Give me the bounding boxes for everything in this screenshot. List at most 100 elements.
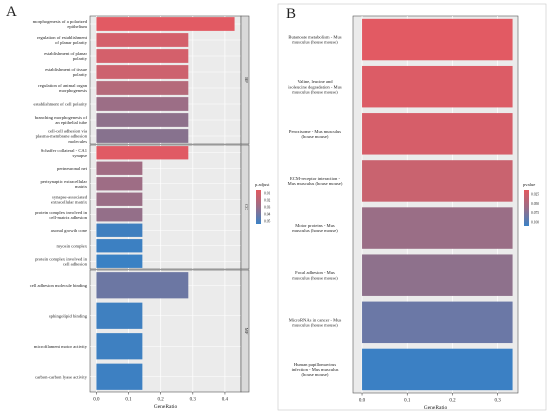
category-label-kegg-2: Valine, leucine and isoleucine degradatio… — [288, 79, 342, 94]
category-label-kegg-1-line: Butanoate metabolism - Mus — [288, 35, 341, 40]
category-label-mf-1: cell adhesion molecule binding — [30, 283, 88, 288]
category-label-bp-1: morphogenesis of a polarized epithelium — [33, 19, 88, 29]
x-axis-label-a: GeneRatio — [154, 404, 178, 410]
bar-mf-2 — [96, 302, 143, 329]
category-label-mf-2: sphingolipid binding — [49, 313, 88, 318]
category-label-kegg-6-line: musculus (house mouse) — [292, 275, 338, 280]
category-label-bp-3-line: establishment of planar — [44, 51, 87, 56]
category-label-cc-3-line: perisynaptic extracellular — [40, 179, 87, 184]
category-label-bp-7: branching morphogenesis of an epithelial … — [35, 115, 88, 125]
category-label-kegg-6: Focal adhesion - Mus musculus (house mous… — [292, 270, 338, 280]
category-label-bp-5: regulation of animal organ morphogenesis — [38, 83, 87, 93]
bar-bp-4 — [96, 65, 189, 79]
category-label-bp-7-line: branching morphogenesis of — [35, 115, 88, 120]
category-label-bp-6-line: establishment of cell polarity — [34, 102, 88, 107]
bar-kegg-5 — [362, 207, 513, 249]
category-label-bp-2: regulation of establishment of planar pol… — [37, 35, 88, 45]
legend-tick-a-5: 0.05 — [264, 220, 270, 224]
category-label-kegg-7-line: MicroRNAs in cancer - Mus — [289, 317, 342, 322]
category-label-cc-8: protein complex involved in cell adhesion — [35, 256, 88, 266]
bar-kegg-2 — [362, 65, 513, 108]
category-label-cc-5-line: protein complex involved in — [35, 210, 88, 215]
category-label-bp-8: cell-cell adhesion via plasma-membrane ad… — [36, 128, 88, 143]
category-label-kegg-7-line: musculus (house mouse) — [292, 322, 338, 327]
bar-kegg-6 — [362, 254, 513, 296]
legend-tick-b-1: 0.025 — [531, 193, 539, 197]
category-label-kegg-5-line: musculus (house mouse) — [292, 228, 338, 233]
category-label-cc-8-line: protein complex involved in — [35, 256, 88, 261]
x-tick-label-a-4: 0.3 — [190, 398, 197, 403]
category-label-cc-4-line: extracellular matrix — [51, 199, 88, 204]
bar-kegg-1 — [362, 18, 513, 61]
bar-mf-3 — [96, 333, 143, 360]
facet-strip-label-cc: CC — [244, 204, 249, 210]
category-label-kegg-2-line: isoleucine degradation - Mus — [288, 84, 342, 89]
bar-bp-8 — [96, 129, 189, 143]
category-label-cc-4-line: synapse-associated — [52, 194, 88, 199]
panel-frame-b — [277, 3, 547, 411]
bar-kegg-7 — [362, 301, 513, 344]
x-tick-label-a-3: 0.2 — [158, 398, 165, 403]
panel-label-a: A — [6, 4, 17, 20]
bar-bp-2 — [96, 33, 189, 47]
facet-strip-label-mf: MF — [244, 328, 249, 335]
legend-tick-b-4: 0.100 — [531, 221, 539, 225]
category-label-bp-4-line: establishment of tissue — [45, 67, 87, 72]
facet-strip-cc — [240, 144, 250, 270]
category-label-kegg-8-line: Human papillomavirus — [294, 362, 336, 367]
category-label-kegg-6-line: Focal adhesion - Mus — [295, 270, 335, 275]
category-label-mf-3: microfilament motor activity — [34, 344, 88, 349]
bar-cc-4 — [96, 192, 143, 206]
legend-colorbar-a — [256, 190, 261, 224]
category-label-bp-1-line: morphogenesis of a polarized — [33, 19, 88, 24]
bar-mf-4 — [96, 363, 143, 390]
category-label-cc-2: perineuronal net — [57, 166, 88, 171]
category-label-bp-6: establishment of cell polarity — [34, 102, 88, 107]
category-label-cc-1-line: synapse — [72, 153, 87, 158]
category-label-bp-1-line: epithelium — [67, 24, 87, 29]
bar-cc-7 — [96, 239, 143, 253]
bar-kegg-3 — [362, 113, 513, 155]
bar-bp-3 — [96, 49, 189, 63]
facet-strip-mf — [240, 269, 250, 393]
facet-strip-bp — [240, 15, 250, 145]
category-label-bp-5-line: morphogenesis — [59, 88, 87, 93]
x-tick-label-a-2: 0.1 — [125, 398, 132, 403]
category-label-kegg-4: ECM-receptor interaction -Mus musculus (… — [288, 176, 343, 186]
category-label-kegg-2-line: Valine, leucine and — [297, 79, 333, 85]
legend-tick-a-2: 0.02 — [264, 199, 270, 203]
x-tick-label-a-5: 0.4 — [222, 398, 229, 403]
category-label-cc-5-line: cell-matrix adhesion — [49, 215, 87, 220]
category-label-bp-8-line: plasma-membrane adhesion — [36, 134, 88, 139]
category-label-kegg-3-line: (house mouse) — [302, 134, 329, 139]
category-label-kegg-5-line: Motor proteins - Mus — [295, 223, 335, 228]
x-tick-label-a-1: 0.0 — [93, 398, 100, 403]
category-label-kegg-3: Peroxisome - Mus musculus (house mouse) — [289, 129, 341, 139]
legend-tick-b-2: 0.050 — [531, 202, 539, 206]
category-label-kegg-7: MicroRNAs in cancer - Mus musculus (house… — [289, 317, 342, 327]
bar-bp-7 — [96, 113, 189, 127]
category-label-bp-2-line: of planar polarity — [55, 40, 88, 45]
legend-tick-b-3: 0.075 — [531, 211, 539, 215]
category-label-bp-5-line: regulation of animal organ — [38, 83, 87, 88]
legend-title-a: p.adjust — [255, 182, 270, 187]
legend-title-b: pvalue — [523, 182, 535, 187]
category-label-kegg-8-line: infection - Mus musculus — [292, 367, 339, 372]
category-label-cc-1: Schaffer collateral - CA1 synapse — [41, 148, 88, 158]
category-label-bp-8-line: cell-cell adhesion via — [48, 128, 87, 133]
bar-kegg-4 — [362, 160, 513, 202]
x-tick-label-b-3: 0.2 — [449, 399, 456, 404]
category-label-bp-8-line: molecules — [68, 139, 87, 144]
category-label-mf-1-line: cell adhesion molecule binding — [30, 283, 88, 288]
category-label-cc-7-line: myosin complex — [57, 243, 88, 248]
category-label-kegg-3-line: Peroxisome - Mus musculus — [289, 129, 341, 134]
bar-cc-1 — [96, 146, 189, 160]
bar-cc-6 — [96, 223, 143, 237]
x-tick-label-b-1: 0.0 — [359, 399, 366, 404]
category-label-cc-7: myosin complex — [57, 243, 88, 248]
bar-cc-5 — [96, 208, 143, 222]
category-label-cc-4: synapse-associated extracellular matrix — [51, 194, 88, 204]
category-label-bp-3-line: polarity — [73, 56, 88, 61]
category-label-kegg-4-line: Mus musculus (house mouse) — [288, 181, 343, 186]
panel-label-b: B — [286, 6, 296, 22]
